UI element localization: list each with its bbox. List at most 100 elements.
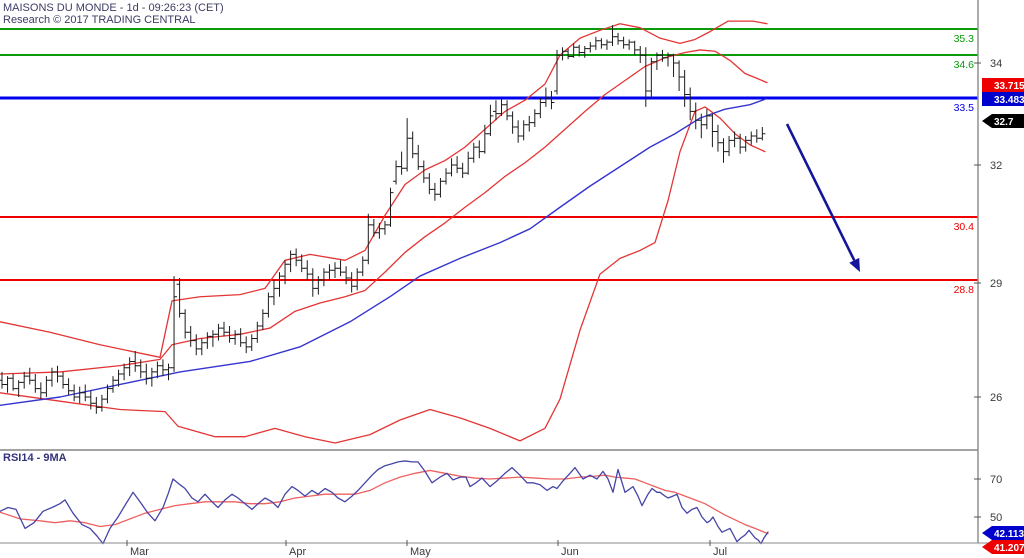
- ohlc-bar: [393, 160, 400, 185]
- axis-tick-label-26: 26: [990, 392, 1002, 404]
- rsi-panel-label: RSI14 - 9MA: [3, 452, 67, 464]
- ohlc-bar: [626, 39, 633, 50]
- ohlc-bar: [137, 359, 144, 379]
- ohlc-bar: [759, 127, 766, 141]
- ohlc-bar: [204, 332, 211, 349]
- ohlc-bar: [431, 182, 438, 201]
- month-label-Mar: Mar: [130, 546, 149, 558]
- ohlc-bar: [65, 378, 72, 395]
- ohlc-bar: [248, 334, 255, 351]
- rsi-value-badge-42.1136-text: 42.1136: [994, 529, 1024, 540]
- ohlc-bar: [509, 111, 516, 134]
- downside-target-arrowhead: [849, 257, 860, 272]
- ohlc-bar: [43, 376, 50, 397]
- axis-tick-label-50: 50: [990, 512, 1002, 524]
- level-label-35.3: 35.3: [954, 33, 975, 45]
- ohlc-bar: [37, 382, 44, 400]
- ohlc-bar: [343, 266, 350, 285]
- ohlc-bar: [370, 219, 377, 237]
- last-price-badge: [982, 114, 1024, 128]
- ohlc-bar: [398, 151, 405, 175]
- copyright-line: Research © 2017 TRADING CENTRAL: [3, 14, 196, 26]
- ohlc-bar: [565, 48, 572, 60]
- ohlc-bar: [670, 53, 677, 77]
- ohlc-bar: [720, 138, 727, 163]
- ohlc-bar: [443, 168, 449, 185]
- ohlc-bar: [159, 359, 166, 377]
- ohlc-bar: [459, 162, 466, 178]
- ohlc-bar: [237, 328, 244, 347]
- ohlc-bar: [581, 46, 588, 58]
- ohlc-bar: [437, 178, 444, 198]
- ohlc-bar: [154, 361, 161, 379]
- ohlc-bar: [60, 371, 67, 389]
- ohlc-bar: [698, 113, 705, 139]
- indicator-value-badge-33.7158-text: 33.7158: [994, 81, 1024, 92]
- axis-tick-label-32: 32: [990, 160, 1002, 172]
- ohlc-bar: [631, 40, 638, 56]
- ohlc-bar: [554, 49, 560, 95]
- ohlc-bar: [681, 70, 688, 107]
- ohlc-bar: [21, 371, 28, 389]
- ohlc-bar: [171, 276, 178, 372]
- ohlc-bar: [559, 47, 566, 61]
- level-label-30.4: 30.4: [954, 221, 975, 233]
- ohlc-bar: [243, 336, 250, 354]
- ohlc-bar: [648, 57, 655, 98]
- ohlc-bar: [409, 131, 416, 159]
- ohlc-bar: [282, 260, 289, 285]
- ohlc-bar: [32, 374, 39, 393]
- moving-average-red-line: [0, 49, 768, 375]
- ohlc-bar: [587, 42, 594, 53]
- ohlc-bar: [642, 47, 649, 107]
- ohlc-bar: [98, 394, 105, 412]
- ohlc-bar: [287, 250, 294, 273]
- level-label-28.8: 28.8: [954, 284, 975, 296]
- month-label-May: May: [410, 546, 431, 558]
- ohlc-bar: [121, 363, 128, 381]
- indicator-value-badge-33.7158: [982, 78, 1024, 92]
- month-label-Jun: Jun: [561, 546, 579, 558]
- rsi-value-badge-41.2073-text: 41.2073: [994, 543, 1024, 554]
- ohlc-bar: [259, 309, 266, 331]
- ohlc-bar: [182, 309, 189, 339]
- ohlc-bar: [653, 52, 660, 70]
- ohlc-bar: [26, 367, 33, 385]
- ohlc-bar: [748, 131, 755, 145]
- ohlc-bar: [537, 98, 544, 119]
- ohlc-bar: [71, 384, 78, 402]
- ohlc-bar: [176, 278, 183, 318]
- ohlc-bar: [110, 376, 116, 393]
- ohlc-bar: [420, 160, 427, 183]
- ohlc-bar: [332, 262, 338, 278]
- ohlc-bar: [570, 43, 577, 58]
- axis-tick-label-70: 70: [990, 474, 1002, 486]
- ohlc-bar: [215, 323, 222, 341]
- ohlc-bar: [470, 142, 477, 163]
- ohlc-bar: [104, 384, 111, 404]
- ohlc-bar: [659, 49, 666, 62]
- ohlc-bar: [54, 365, 61, 383]
- ohlc-bar: [481, 124, 488, 154]
- ohlc-bar: [709, 113, 716, 148]
- ohlc-bar: [737, 133, 744, 154]
- ohlc-bar: [714, 124, 721, 152]
- ohlc-bar: [359, 256, 366, 277]
- ohlc-bar: [254, 321, 261, 343]
- ohlc-bar: [132, 351, 139, 372]
- ohlc-bar: [365, 213, 372, 265]
- price-bars: [0, 25, 766, 414]
- ohlc-bar: [309, 268, 316, 297]
- ohlc-bar: [492, 100, 499, 121]
- ohlc-bar: [404, 118, 411, 172]
- ohlc-bar: [542, 87, 549, 107]
- month-label-Jul: Jul: [713, 546, 727, 558]
- ohlc-bar: [10, 374, 17, 391]
- ohlc-bar: [703, 109, 710, 130]
- rsi-value-badge-42.1136: [982, 526, 1024, 540]
- ohlc-bar: [465, 151, 472, 175]
- ohlc-bar: [753, 129, 760, 143]
- ohlc-bar: [143, 363, 150, 385]
